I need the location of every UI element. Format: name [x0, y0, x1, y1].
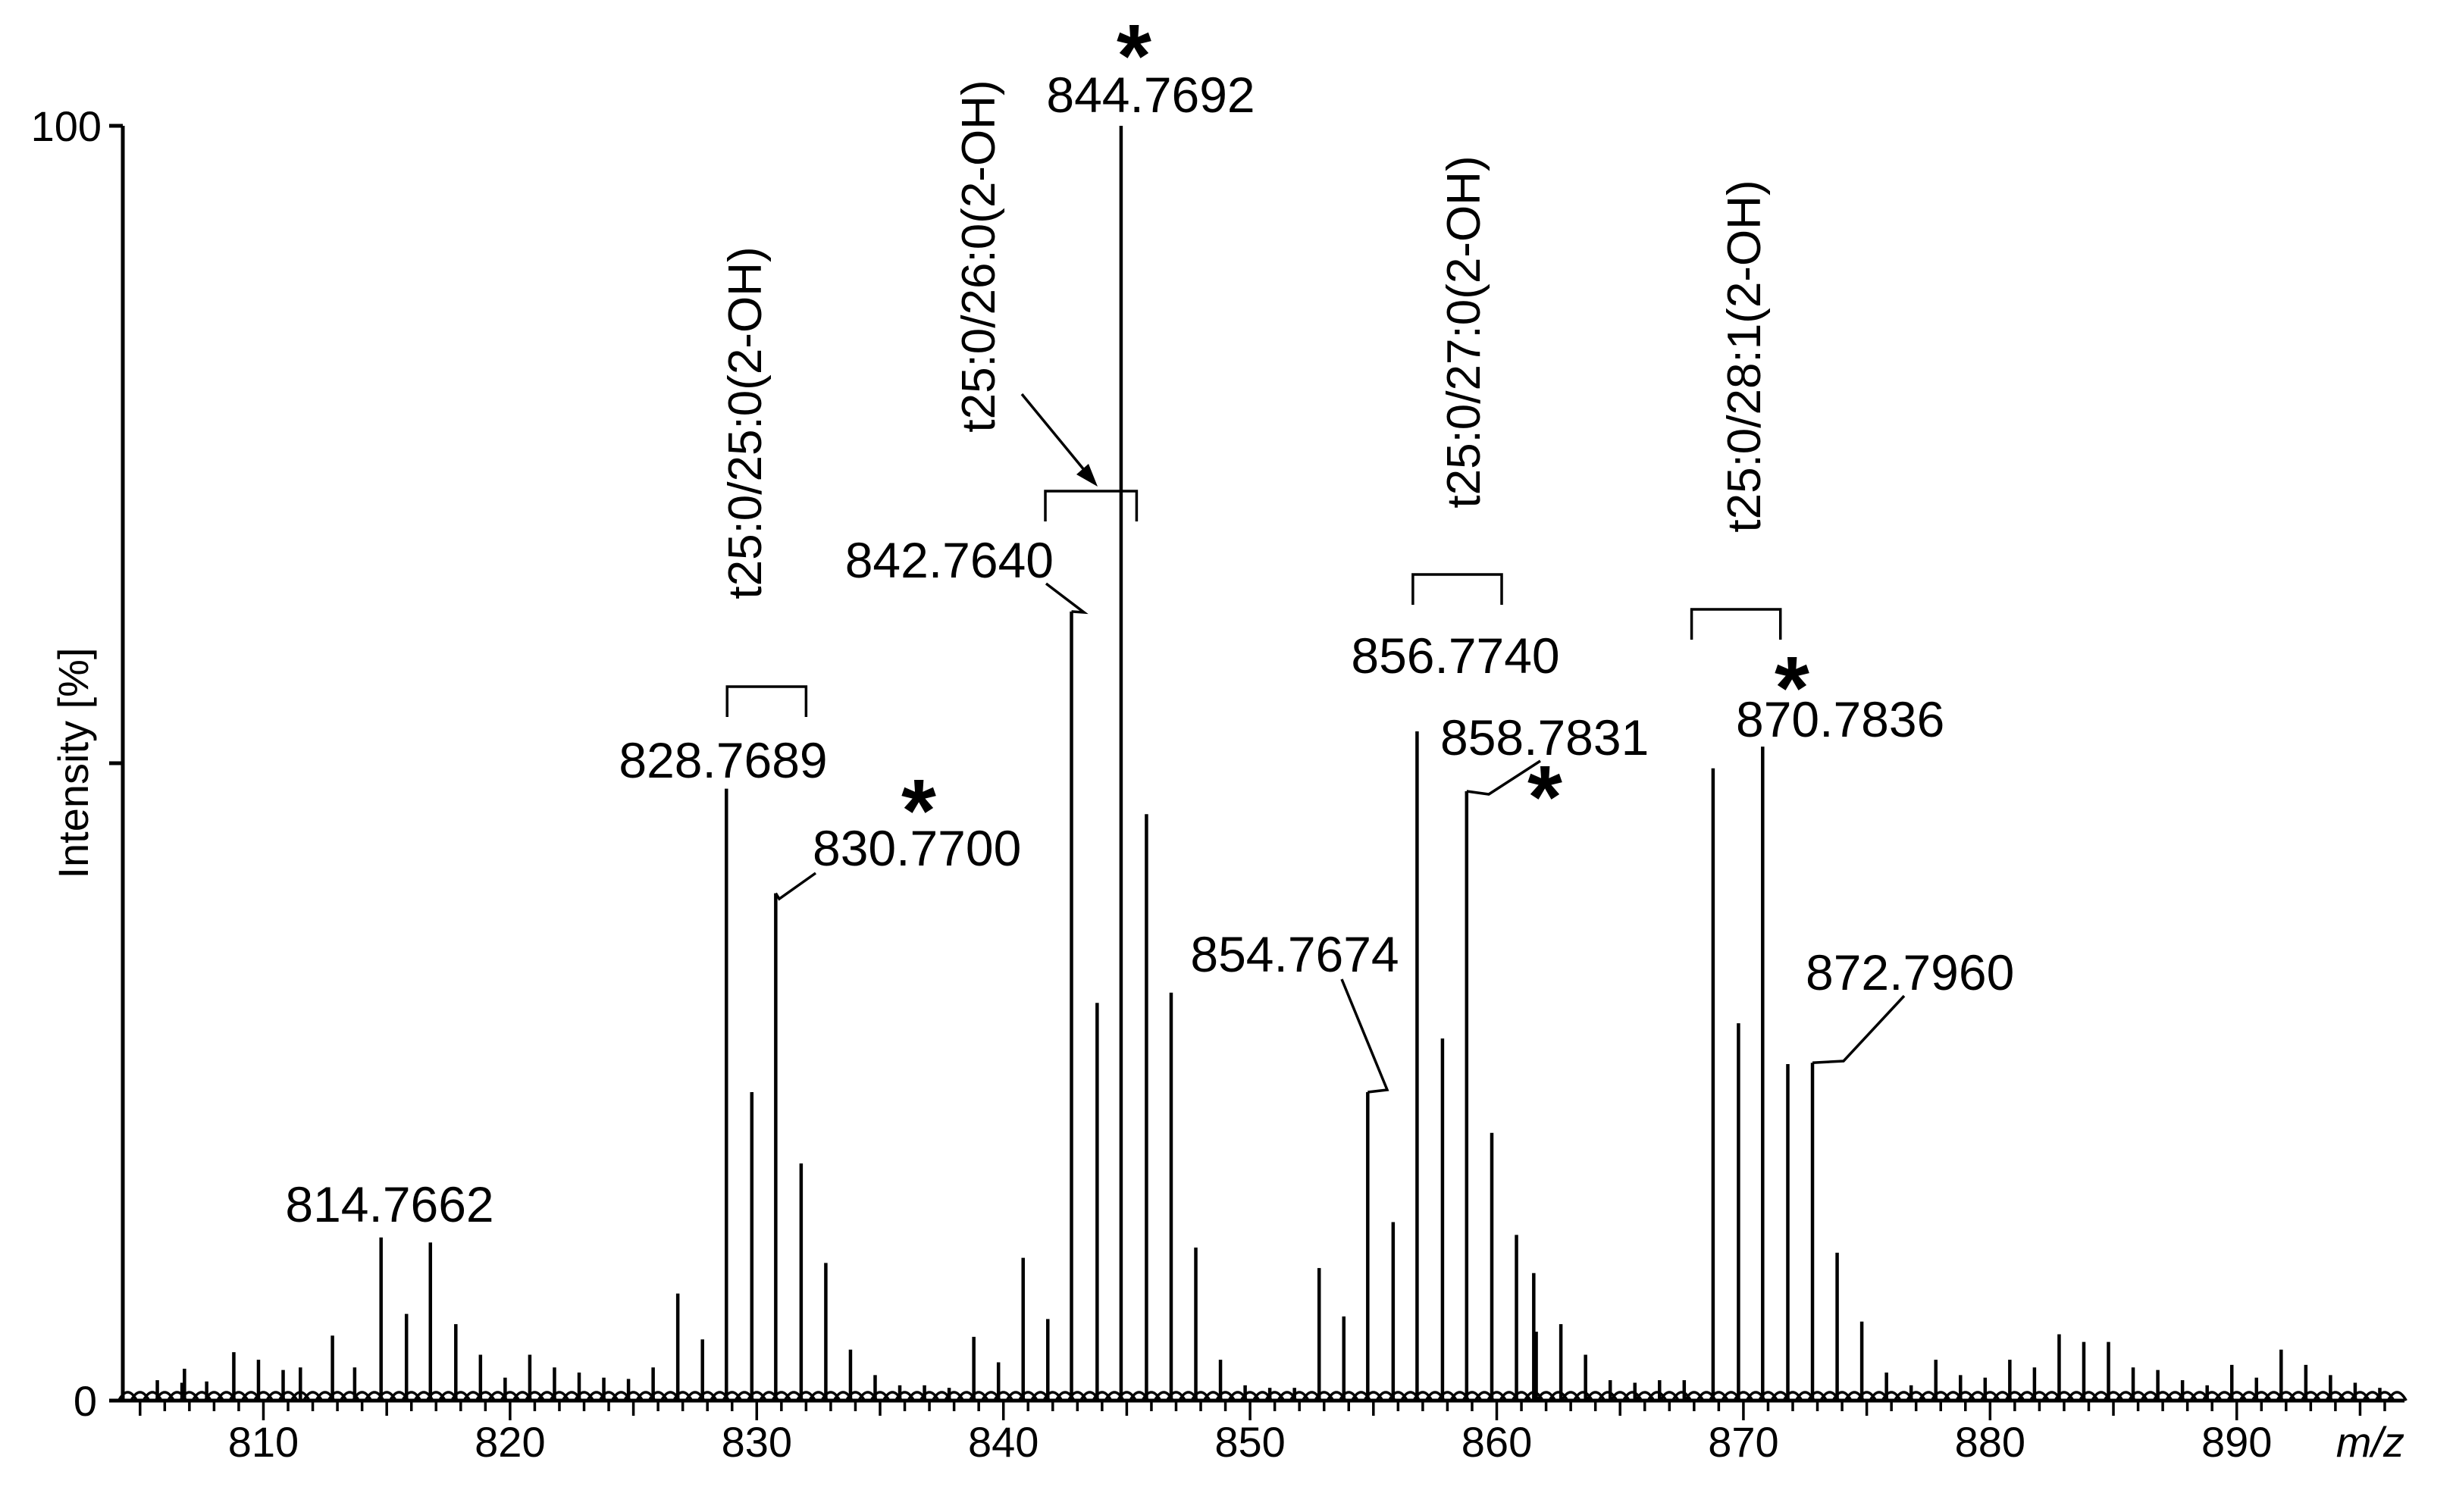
- star-marker-830: *: [901, 761, 936, 861]
- peak-label-870.7836: 870.7836: [1736, 691, 1944, 747]
- peak-label-814.7662: 814.7662: [285, 1176, 493, 1232]
- lipid-brackets: [725, 490, 1782, 717]
- y-axis-title: Intensity [%]: [49, 647, 97, 878]
- peak-callout-lines: [774, 582, 1906, 1094]
- star-marker-870: *: [1775, 638, 1809, 738]
- x-tick-label-880: 880: [1955, 1418, 2025, 1466]
- x-axis-title: m/z: [2336, 1418, 2404, 1466]
- lipid-labels: t25:0/25:0(2-OH) t25:0/26:0(2-OH) t25:0/27…: [719, 80, 1771, 599]
- peak-label-844.7692: 844.7692: [1046, 67, 1255, 123]
- x-tick-label-830: 830: [722, 1418, 792, 1466]
- callout-842.7640: [1045, 582, 1089, 615]
- baseline-noise: [117, 1391, 2408, 1401]
- bracket-2: [1411, 573, 1503, 605]
- callout-830.7700: [774, 872, 817, 901]
- x-tick-label-890: 890: [2201, 1418, 2272, 1466]
- x-axis-tick-labels: 810 820 830 840 850 860 870 880 890: [228, 1418, 2273, 1466]
- y-tick-label-0: 0: [74, 1377, 97, 1425]
- peak-series: [155, 126, 2382, 1401]
- x-tick-label-870: 870: [1708, 1418, 1778, 1466]
- arrow-head-icon: [1076, 464, 1098, 487]
- x-tick-label-840: 840: [968, 1418, 1039, 1466]
- peak-label-830.7700: 830.7700: [813, 820, 1021, 876]
- x-tick-label-860: 860: [1461, 1418, 1532, 1466]
- callout-854.7674: [1340, 978, 1389, 1094]
- x-tick-label-820: 820: [475, 1418, 545, 1466]
- arrow-line: [1020, 393, 1093, 481]
- callout-872.7960: [1812, 994, 1906, 1065]
- baseline-bumps: [117, 1391, 2408, 1401]
- peak-label-854.7674: 854.7674: [1190, 926, 1399, 982]
- peak-label-858.7831: 858.7831: [1440, 709, 1649, 765]
- peak-labels: 814.7662 828.7689 830.7700 842.7640 844.7692…: [285, 67, 2014, 1232]
- y-axis-ticks: [109, 124, 123, 1403]
- lipid-arrow: [1020, 393, 1098, 487]
- callout-858.7831: [1466, 759, 1541, 796]
- peak-label-856.7740: 856.7740: [1351, 628, 1559, 684]
- bracket-0: [725, 685, 808, 717]
- lipid-label-2: t25:0/27:0(2-OH): [1438, 155, 1490, 508]
- peak-label-828.7689: 828.7689: [619, 732, 827, 788]
- bracket-3: [1690, 608, 1782, 640]
- lipid-label-1: t25:0/26:0(2-OH): [953, 80, 1005, 432]
- star-marker-844: *: [1117, 6, 1151, 106]
- peak-label-872.7960: 872.7960: [1806, 944, 2014, 1000]
- x-axis-ticks: [139, 1401, 2386, 1420]
- star-markers: * * * *: [901, 6, 1809, 861]
- lipid-label-3: t25:0/28:1(2-OH): [1718, 180, 1771, 532]
- y-tick-label-100: 100: [31, 102, 102, 150]
- bracket-1: [1044, 490, 1139, 521]
- star-marker-858: *: [1527, 747, 1562, 847]
- lipid-label-0: t25:0/25:0(2-OH): [719, 246, 772, 599]
- x-tick-label-810: 810: [228, 1418, 299, 1466]
- x-tick-label-850: 850: [1214, 1418, 1285, 1466]
- peak-label-842.7640: 842.7640: [845, 532, 1054, 588]
